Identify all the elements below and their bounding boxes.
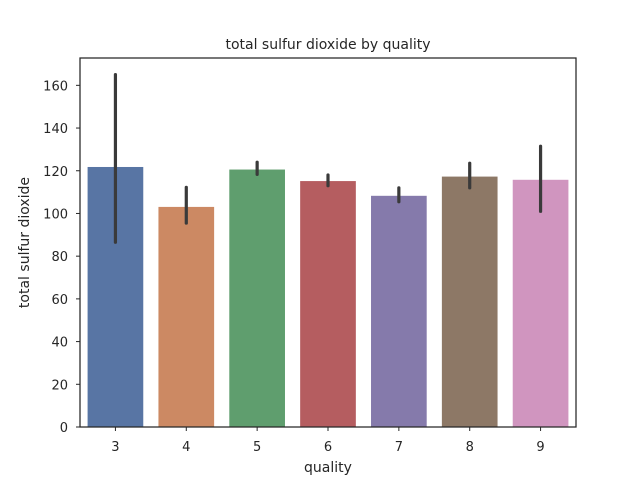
x-tick-label: 6 bbox=[324, 440, 332, 455]
x-tick-label: 4 bbox=[182, 440, 190, 455]
y-tick-label: 40 bbox=[51, 336, 68, 351]
x-tick-label: 7 bbox=[395, 440, 403, 455]
x-axis-label: quality bbox=[304, 460, 352, 476]
bar-9 bbox=[511, 178, 570, 428]
bar-4 bbox=[157, 205, 216, 428]
bar-7 bbox=[370, 194, 428, 428]
x-ticks: 3 4 5 6 7 8 9 bbox=[111, 427, 545, 455]
y-tick-label: 160 bbox=[43, 79, 68, 94]
y-tick-label: 140 bbox=[43, 122, 68, 137]
y-tick-label: 0 bbox=[60, 421, 68, 436]
y-tick-label: 80 bbox=[51, 250, 68, 265]
y-ticks: 0 20 40 60 80 100 120 140 160 bbox=[43, 79, 80, 436]
y-tick-label: 100 bbox=[43, 207, 68, 222]
x-tick-label: 3 bbox=[111, 440, 119, 455]
plot-frame bbox=[79, 57, 577, 428]
y-tick-label: 120 bbox=[43, 165, 68, 180]
bar-8 bbox=[440, 175, 499, 428]
x-tick-label: 8 bbox=[466, 440, 474, 455]
bar-6 bbox=[299, 180, 357, 428]
chart-title: total sulfur dioxide by quality bbox=[225, 37, 430, 53]
y-tick-label: 20 bbox=[51, 378, 68, 393]
y-axis-label: total sulfur dioxide bbox=[17, 177, 33, 308]
bar-5 bbox=[228, 168, 286, 428]
bars-layer bbox=[86, 165, 570, 428]
x-tick-label: 5 bbox=[253, 440, 261, 455]
error-bars-layer bbox=[113, 73, 543, 244]
y-tick-label: 60 bbox=[51, 293, 68, 308]
x-tick-label: 9 bbox=[536, 440, 544, 455]
